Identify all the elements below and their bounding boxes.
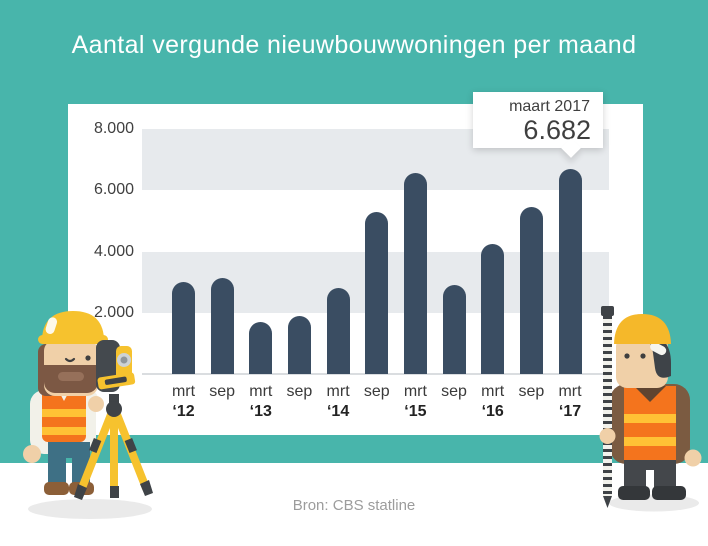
x-axis-label-month: mrt bbox=[326, 383, 350, 400]
callout-value: 6.682 bbox=[523, 115, 591, 145]
x-axis-label-month: mrt bbox=[249, 383, 273, 400]
x-axis-label-year: ‘16 bbox=[481, 403, 504, 420]
surveyor-body bbox=[23, 386, 104, 495]
bar bbox=[365, 212, 389, 374]
bar bbox=[172, 282, 195, 374]
x-axis-label-year: ‘12 bbox=[172, 403, 195, 420]
chart-panel: 2.000 4.000 6.000 8.000 mrt ‘12 sep mrt ‘13 sep m… bbox=[68, 104, 643, 435]
bar bbox=[519, 207, 543, 374]
value-callout: maart 2017 6.682 bbox=[473, 92, 603, 158]
leveling-rod bbox=[599, 306, 616, 508]
source-credit: Bron: CBS statline bbox=[292, 497, 416, 514]
x-axis-label-month: sep bbox=[209, 383, 236, 400]
hard-hat bbox=[42, 311, 104, 338]
bar bbox=[403, 173, 427, 374]
y-axis: 2.000 4.000 6.000 8.000 bbox=[72, 120, 134, 374]
worker-body bbox=[610, 384, 702, 500]
y-axis-label: 4.000 bbox=[93, 242, 134, 260]
x-axis-label-month: mrt bbox=[558, 383, 582, 400]
callout-label: maart 2017 bbox=[509, 98, 590, 115]
bar bbox=[249, 322, 273, 374]
x-axis-label-year: ‘14 bbox=[326, 403, 350, 420]
x-axis-label-month: mrt bbox=[171, 383, 196, 400]
bar bbox=[287, 316, 311, 374]
x-axis-label-year: ‘15 bbox=[404, 403, 427, 420]
x-axis-label-month: sep bbox=[286, 383, 313, 400]
worker-head bbox=[614, 314, 671, 388]
bar bbox=[558, 169, 582, 374]
x-axis-label-month: mrt bbox=[481, 383, 505, 400]
shadow bbox=[28, 499, 152, 519]
y-axis-label: 8.000 bbox=[93, 120, 134, 137]
x-axis-label-month: sep bbox=[518, 383, 545, 400]
x-axis-label-year: ‘17 bbox=[558, 403, 582, 420]
x-axis-label-month: sep bbox=[363, 383, 390, 400]
x-axis-label-year: ‘13 bbox=[249, 403, 272, 420]
x-axis-label-month: sep bbox=[441, 383, 467, 400]
bar bbox=[481, 244, 505, 374]
y-axis-label: 2.000 bbox=[93, 303, 134, 321]
surveyor-left-illustration bbox=[23, 311, 153, 519]
surveyor-right-illustration bbox=[599, 306, 702, 512]
bar bbox=[442, 285, 466, 374]
bar bbox=[326, 288, 350, 374]
y-axis-label: 6.000 bbox=[93, 181, 134, 199]
x-axis-label-month: mrt bbox=[403, 383, 427, 400]
bar bbox=[210, 278, 234, 374]
x-axis-line bbox=[142, 373, 609, 375]
surveyor-head bbox=[38, 311, 108, 396]
tripod-theodolite bbox=[74, 340, 153, 500]
plot-area: mrt ‘12 sep mrt ‘13 sep mrt ‘14 sep mrt ‘15 sep mrt ‘… bbox=[142, 129, 609, 420]
hard-hat bbox=[614, 314, 671, 344]
chart-title: Aantal vergunde nieuwbouwwoningen per ma… bbox=[71, 31, 637, 59]
